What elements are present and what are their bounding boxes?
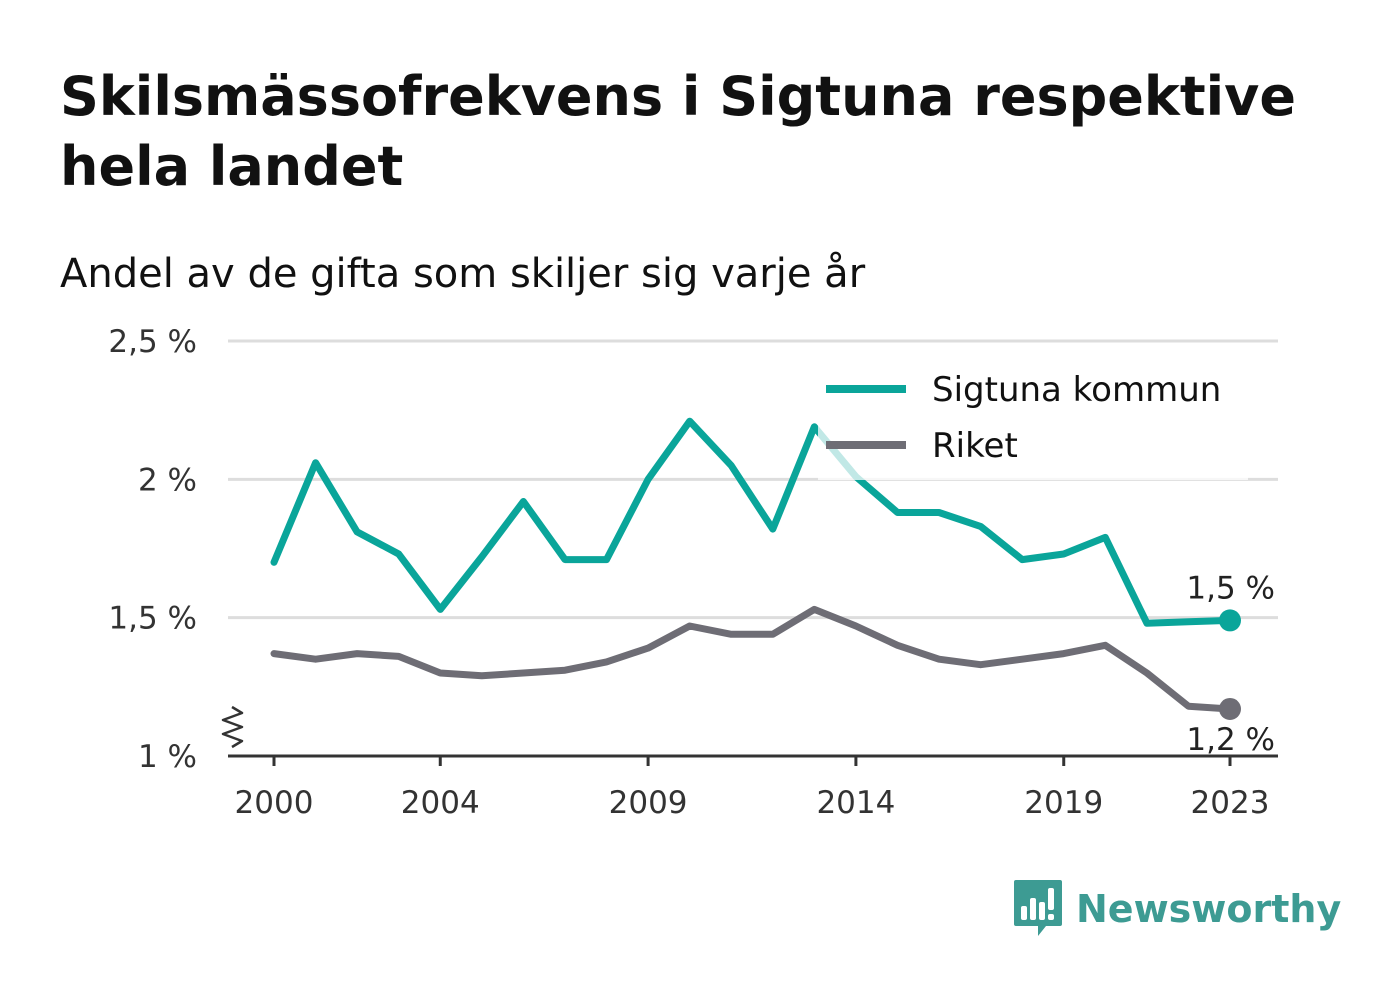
y-tick-label: 1,5 % bbox=[108, 601, 197, 637]
x-tick-label: 2004 bbox=[401, 785, 480, 821]
axis-break-icon bbox=[221, 705, 244, 749]
y-tick-label: 2 % bbox=[138, 462, 197, 498]
x-axis: 2000 2004 2009 2014 2019 2023 bbox=[221, 705, 1278, 821]
y-tick-label: 2,5 % bbox=[108, 324, 197, 360]
brand-logo: Newsworthy bbox=[1012, 878, 1341, 940]
bar-chart-speech-bubble-icon bbox=[1014, 880, 1062, 936]
end-label-riket: 1,2 % bbox=[1186, 722, 1275, 758]
series-line-riket bbox=[270, 605, 1234, 713]
legend-label: Riket bbox=[932, 426, 1018, 466]
chart-title: Skilsmässofrekvens i Sigtuna respektive … bbox=[60, 65, 1296, 198]
x-tick-label: 2000 bbox=[235, 785, 314, 821]
brand-name: Newsworthy bbox=[1076, 887, 1342, 931]
series-endpoint bbox=[1219, 697, 1241, 720]
legend-background bbox=[818, 360, 1248, 480]
series-lines bbox=[270, 417, 1241, 720]
x-tick-label: 2023 bbox=[1191, 785, 1270, 821]
series-endpoint bbox=[1219, 609, 1241, 632]
x-tick-label: 2009 bbox=[609, 785, 688, 821]
end-label-sigtuna: 1,5 % bbox=[1186, 570, 1275, 606]
series-line-sigtuna bbox=[270, 417, 1234, 627]
chart-subtitle: Andel av de gifta som skiljer sig varje … bbox=[60, 251, 866, 297]
y-axis-ticks: 1 % 1,5 % 2 % 2,5 % bbox=[108, 324, 197, 775]
x-tick-label: 2019 bbox=[1024, 785, 1103, 821]
legend-label: Sigtuna kommun bbox=[932, 370, 1221, 410]
end-labels: 1,5 % 1,2 % bbox=[1186, 570, 1275, 758]
legend: Sigtuna kommun Riket bbox=[818, 360, 1248, 480]
y-tick-label: 1 % bbox=[138, 739, 197, 775]
x-tick-label: 2014 bbox=[816, 785, 895, 821]
